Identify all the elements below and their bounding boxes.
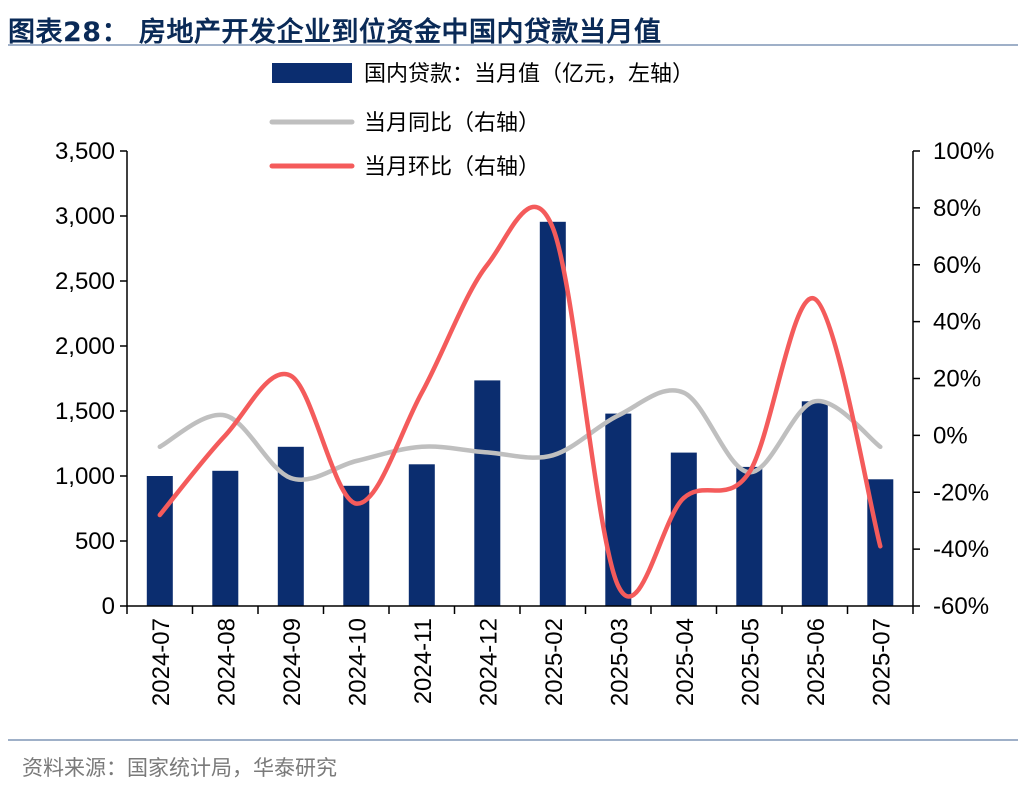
x-tick-label: 2024-07 (148, 618, 175, 706)
x-tick-label: 2025-07 (868, 618, 895, 706)
left-tick-label: 0 (102, 593, 115, 620)
bar-2025-05 (736, 466, 763, 606)
source-note: 资料来源：国家统计局，华泰研究 (22, 756, 337, 780)
left-tick-label: 1,000 (55, 463, 115, 490)
line-series-group (157, 204, 883, 599)
bar-2024-07 (146, 476, 173, 606)
right-tick-label: -20% (933, 479, 989, 506)
x-tick-label: 2024-09 (279, 618, 306, 706)
bar-series-group (146, 221, 894, 607)
x-tick-label: 2024-11 (410, 618, 437, 704)
bar-2024-12 (474, 380, 501, 606)
right-tick-label: -60% (933, 593, 989, 620)
x-tick-label: 2025-05 (737, 618, 764, 706)
bar-2025-06 (801, 401, 828, 607)
left-tick-label: 2,500 (55, 268, 115, 295)
title-divider (8, 44, 1018, 46)
right-tick-label: 80% (933, 195, 981, 222)
bar-2024-08 (212, 470, 239, 606)
legend-swatch-bar (272, 63, 352, 83)
mom-line (157, 204, 883, 599)
bar-2024-11 (408, 464, 435, 606)
x-tick-label: 2025-06 (803, 618, 830, 706)
bar-2025-02 (539, 221, 566, 607)
yoy-line (157, 388, 883, 482)
right-tick-label: -40% (933, 536, 989, 563)
legend-label: 当月环比（右轴） (364, 155, 540, 180)
right-tick-label: 20% (933, 366, 981, 393)
axes-group: 0 500 1,000 1,500 2,000 2,500 3,000 3,500 -60% -4… (55, 138, 994, 706)
legend-label: 国内贷款：当月值（亿元，左轴） (364, 62, 694, 87)
right-tick-label: 60% (933, 252, 981, 279)
x-tick-label: 2025-04 (672, 618, 699, 706)
x-tick-label: 2024-08 (213, 618, 240, 706)
left-tick-label: 500 (75, 528, 115, 555)
right-tick-label: 0% (933, 422, 968, 449)
legend: 国内贷款：当月值（亿元，左轴） 当月同比（右轴） 当月环比（右轴） (269, 62, 694, 180)
bar-2025-04 (670, 452, 697, 606)
x-tick-label: 2025-03 (606, 618, 633, 706)
right-tick-label: 100% (933, 138, 994, 165)
left-tick-label: 1,500 (55, 398, 115, 425)
footer-divider (8, 739, 1018, 741)
left-tick-label: 3,000 (55, 203, 115, 230)
left-tick-label: 2,000 (55, 333, 115, 360)
left-tick-label: 3,500 (55, 138, 115, 165)
page-title: 图表28： 房地产开发企业到位资金中国内贷款当月值 (8, 17, 662, 48)
x-tick-label: 2025-02 (541, 618, 568, 706)
x-tick-label: 2024-10 (344, 618, 371, 706)
bar-2025-03 (605, 413, 632, 606)
x-tick-label: 2024-12 (475, 618, 502, 706)
right-tick-label: 40% (933, 309, 981, 336)
legend-label: 当月同比（右轴） (364, 111, 540, 136)
